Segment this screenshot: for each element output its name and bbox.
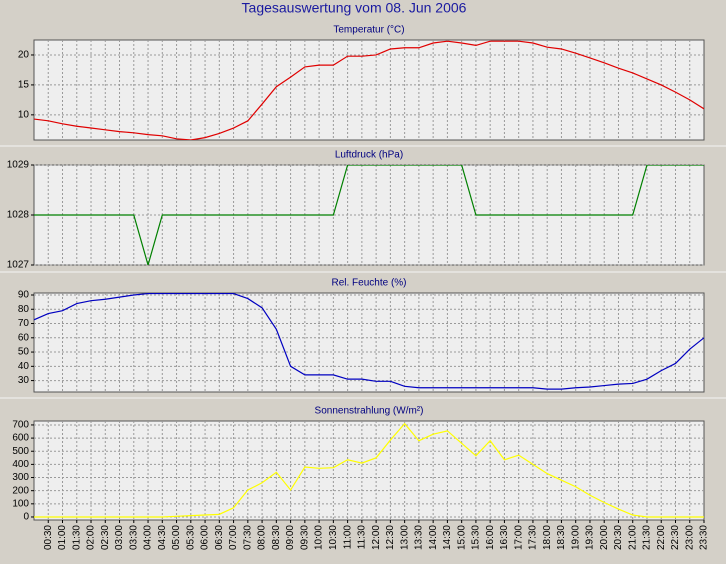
plot-group xyxy=(34,293,704,392)
y-tick-label: 1027 xyxy=(7,260,30,271)
x-tick-label: 11:00 xyxy=(342,525,353,550)
data-line xyxy=(34,40,704,140)
data-line xyxy=(34,165,704,265)
y-tick-label: 500 xyxy=(12,446,29,457)
x-tick-label: 00:30 xyxy=(43,525,54,550)
data-line xyxy=(34,422,704,518)
x-tick-label: 12:00 xyxy=(371,525,382,550)
y-tick-label: 60 xyxy=(18,332,30,343)
x-tick-label: 10:30 xyxy=(328,525,339,550)
y-tick-label: 10 xyxy=(18,109,30,120)
y-tick-label: 200 xyxy=(12,485,29,496)
y-tick-label: 100 xyxy=(12,498,29,509)
x-tick-label: 09:30 xyxy=(299,525,310,550)
x-tick-label: 15:30 xyxy=(471,525,482,550)
y-tick-label: 70 xyxy=(18,318,30,329)
y-tick-label: 15 xyxy=(18,80,30,91)
plot-area xyxy=(33,292,705,393)
x-tick-label: 12:30 xyxy=(385,525,396,550)
x-tick-label: 19:00 xyxy=(570,525,581,550)
y-tick-label: 400 xyxy=(12,459,29,470)
x-tick-label: 03:00 xyxy=(114,525,125,550)
x-tick-label: 23:30 xyxy=(699,525,710,550)
x-tick-label: 05:00 xyxy=(171,525,182,550)
y-tick-label: 600 xyxy=(12,433,29,444)
x-tick-label: 16:00 xyxy=(485,525,496,550)
x-tick-label: 01:30 xyxy=(71,525,82,550)
plot-area xyxy=(33,420,705,521)
x-tick-label: 08:00 xyxy=(257,525,268,550)
y-tick-label: 1028 xyxy=(7,210,30,221)
x-tick-label: 01:00 xyxy=(57,525,68,550)
y-tick-label: 1029 xyxy=(7,160,30,171)
x-tick-label: 20:30 xyxy=(613,525,624,550)
x-tick-label: 21:00 xyxy=(627,525,638,550)
x-tick-label: 15:00 xyxy=(456,525,467,550)
x-tick-label: 07:00 xyxy=(228,525,239,550)
x-tick-label: 07:30 xyxy=(242,525,253,550)
page-title: Tagesauswertung vom 08. Jun 2006 xyxy=(242,0,467,16)
x-tick-label: 13:00 xyxy=(399,525,410,550)
panel-title: Rel. Feuchte (%) xyxy=(331,278,406,289)
x-tick-label: 02:30 xyxy=(100,525,111,550)
x-tick-label: 14:00 xyxy=(428,525,439,550)
x-tick-label: 04:30 xyxy=(157,525,168,550)
x-tick-label: 18:00 xyxy=(542,525,553,550)
x-tick-label: 17:00 xyxy=(513,525,524,550)
x-tick-label: 09:00 xyxy=(285,525,296,550)
x-tick-label: 20:00 xyxy=(599,525,610,550)
y-tick-label: 90 xyxy=(18,290,30,301)
x-tick-label: 05:30 xyxy=(185,525,196,550)
x-tick-label: 10:00 xyxy=(314,525,325,550)
x-tick-label: 04:00 xyxy=(143,525,154,550)
x-tick-label: 22:00 xyxy=(656,525,667,550)
x-tick-label: 21:30 xyxy=(642,525,653,550)
x-tick-label: 16:30 xyxy=(499,525,510,550)
panel-title: Temperatur (°C) xyxy=(333,25,404,36)
x-tick-label: 08:30 xyxy=(271,525,282,550)
x-tick-label: 18:30 xyxy=(556,525,567,550)
x-tick-label: 14:30 xyxy=(442,525,453,550)
x-tick-label: 22:30 xyxy=(670,525,681,550)
x-tick-label: 06:30 xyxy=(214,525,225,550)
y-tick-label: 20 xyxy=(18,50,30,61)
y-tick-label: 300 xyxy=(12,472,29,483)
plot-area xyxy=(33,39,705,141)
plot-group xyxy=(34,40,704,140)
y-tick-label: 30 xyxy=(18,375,30,386)
x-tick-label: 19:30 xyxy=(585,525,596,550)
y-tick-label: 80 xyxy=(18,304,30,315)
x-tick-label: 23:00 xyxy=(684,525,695,550)
plot-group xyxy=(34,421,704,520)
y-tick-label: 40 xyxy=(18,361,30,372)
data-line xyxy=(34,293,704,390)
panel-title: Luftdruck (hPa) xyxy=(335,150,403,161)
x-tick-label: 02:00 xyxy=(86,525,97,550)
x-tick-label: 13:30 xyxy=(414,525,425,550)
x-tick-label: 06:00 xyxy=(200,525,211,550)
panel-title: Sonnenstrahlung (W/m²) xyxy=(315,406,424,417)
y-tick-label: 50 xyxy=(18,347,30,358)
x-tick-label: 11:30 xyxy=(357,525,368,550)
y-tick-label: 700 xyxy=(12,420,29,431)
x-tick-label: 17:30 xyxy=(528,525,539,550)
y-tick-label: 0 xyxy=(23,512,29,523)
x-tick-label: 03:30 xyxy=(128,525,139,550)
